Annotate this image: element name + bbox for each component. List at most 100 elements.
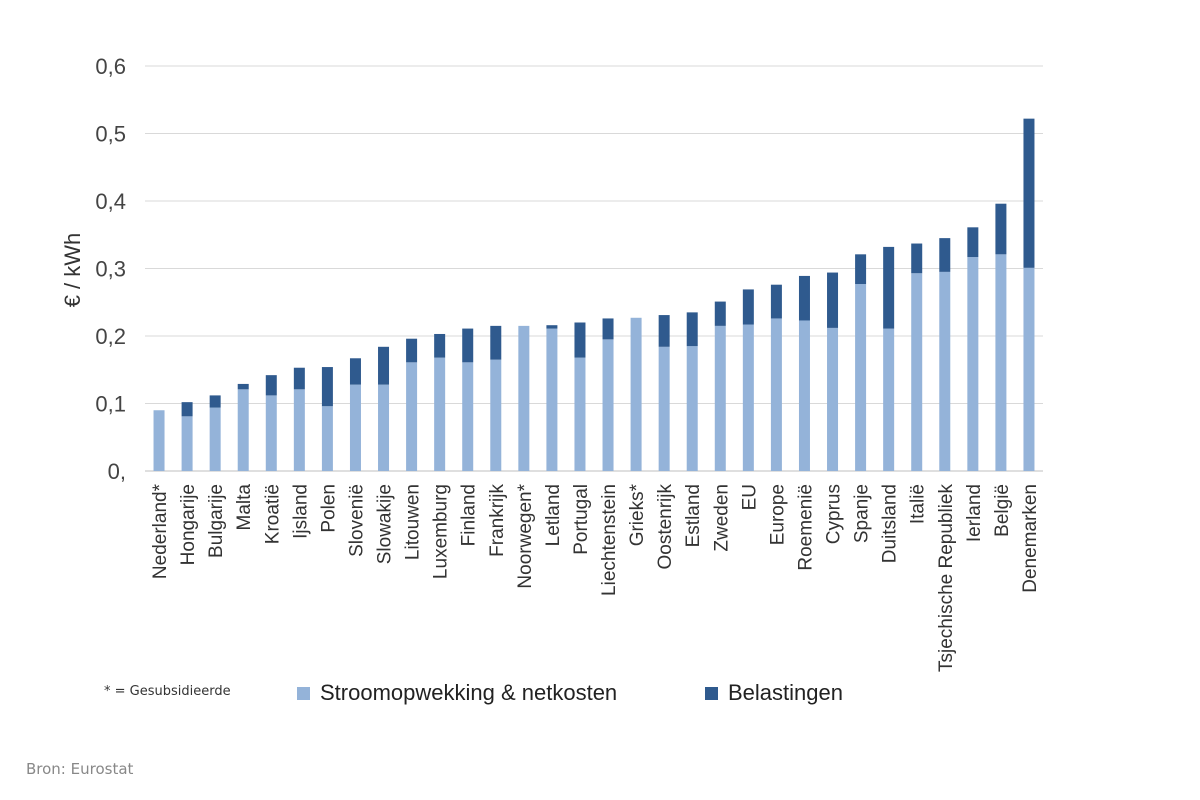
bar-belastingen-27: [911, 243, 923, 274]
bars: [153, 118, 1035, 471]
bar-stroom-22: [770, 318, 782, 471]
bar-belastingen-28: [939, 238, 951, 272]
bar-stroom-4: [265, 395, 277, 471]
bar-belastingen-30: [995, 203, 1007, 255]
x-tick-label: Frankrijk: [487, 484, 508, 557]
legend-item-belastingen: Belastingen: [705, 680, 843, 706]
bar-belastingen-6: [321, 367, 333, 407]
x-tick-label: Zweden: [711, 484, 732, 552]
x-tick-label: Europe: [767, 484, 788, 545]
x-tick-label: Slovenië: [346, 484, 367, 557]
legend-swatch-belastingen: [705, 686, 718, 700]
bar-stroom-23: [798, 320, 810, 471]
bar-belastingen-20: [714, 301, 726, 326]
x-tick-label: Letland: [543, 484, 564, 546]
x-tick-label: Tsjechische Republiek: [936, 484, 957, 672]
bar-belastingen-12: [490, 325, 502, 360]
x-tick-label: Portugal: [571, 484, 592, 555]
bar-belastingen-24: [827, 272, 839, 328]
bar-belastingen-31: [1023, 118, 1035, 268]
y-tick-label: 0,1: [95, 392, 126, 417]
bar-stroom-10: [434, 357, 446, 471]
bar-stroom-20: [714, 325, 726, 471]
bar-belastingen-7: [349, 358, 361, 385]
x-tick-label: Duitsland: [880, 484, 901, 563]
bar-belastingen-18: [658, 315, 670, 347]
x-tick-label: Luxemburg: [431, 484, 452, 579]
x-tick-label: Ijsland: [290, 484, 311, 539]
x-tick-label: Finland: [459, 484, 480, 546]
legend-item-stroom: Stroomopwekking & netkosten: [297, 680, 617, 706]
y-tick-label: 0,3: [95, 257, 126, 282]
bar-belastingen-22: [770, 284, 782, 319]
bar-stroom-14: [546, 328, 558, 471]
x-tick-label: Nederland*: [150, 483, 171, 579]
y-tick-label: 0,2: [95, 324, 126, 349]
gridlines: [145, 65, 1043, 472]
bar-stroom-3: [237, 389, 249, 471]
x-tick-label: EU: [739, 484, 760, 510]
bar-stroom-25: [855, 284, 867, 471]
y-tick-label: 0,: [108, 459, 126, 484]
bar-stroom-30: [995, 254, 1007, 471]
bar-stroom-24: [827, 327, 839, 471]
bar-stroom-19: [686, 346, 698, 471]
x-tick-label: Grieks*: [627, 483, 648, 546]
x-tick-label: België: [992, 484, 1013, 537]
legend-label-stroom: Stroomopwekking & netkosten: [320, 680, 618, 705]
bar-belastingen-11: [462, 328, 474, 363]
footnote: * = Gesubsidieerde: [104, 684, 231, 699]
y-tick-label: 0,6: [95, 54, 126, 79]
bar-stroom-8: [378, 384, 390, 471]
bar-stroom-31: [1023, 267, 1035, 471]
bar-stroom-13: [518, 325, 530, 471]
bar-belastingen-9: [406, 338, 418, 363]
y-tick-label: 0,5: [95, 122, 126, 147]
bar-belastingen-14: [546, 325, 558, 329]
y-axis-label: € / kWh: [60, 233, 85, 308]
bar-stroom-11: [462, 362, 474, 471]
y-axis-ticks: 0, 0,1 0,2 0,3 0,4 0,5 0,6: [95, 54, 126, 484]
x-tick-label: Litouwen: [403, 484, 424, 560]
x-tick-label: Denemarken: [1020, 484, 1041, 593]
x-tick-label: Polen: [318, 484, 339, 533]
x-tick-label: Kroatië: [262, 484, 283, 544]
x-tick-label: Slowakije: [375, 484, 396, 564]
bar-belastingen-26: [883, 246, 895, 329]
legend-swatch-stroom: [297, 686, 310, 700]
bar-belastingen-21: [742, 289, 754, 325]
bar-stroom-21: [742, 324, 754, 471]
source-note: Bron: Eurostat: [26, 760, 134, 778]
x-tick-label: Bulgarije: [206, 484, 227, 558]
bar-stroom-26: [883, 328, 895, 471]
x-tick-label: Malta: [234, 484, 255, 531]
bar-belastingen-5: [293, 367, 305, 390]
bar-stroom-29: [967, 257, 979, 471]
bar-stroom-17: [630, 317, 642, 471]
bar-stroom-7: [349, 384, 361, 471]
bar-stroom-5: [293, 389, 305, 471]
bar-belastingen-15: [574, 322, 586, 358]
bar-stroom-27: [911, 273, 923, 471]
x-axis-labels: Nederland* Hongarije Bulgarije Malta Kroatië…: [150, 483, 1041, 672]
bar-stroom-2: [209, 407, 221, 471]
x-tick-label: Hongarije: [178, 484, 199, 565]
bar-stroom-9: [406, 362, 418, 471]
bar-belastingen-4: [265, 375, 277, 396]
y-tick-label: 0,4: [95, 189, 126, 214]
bar-stroom-6: [321, 406, 333, 471]
bar-stroom-18: [658, 346, 670, 471]
bar-stroom-15: [574, 357, 586, 471]
bar-belastingen-1: [181, 402, 193, 417]
bar-belastingen-16: [602, 318, 614, 340]
bar-belastingen-3: [237, 383, 249, 390]
bar-stroom-16: [602, 339, 614, 471]
x-tick-label: Roemenië: [795, 484, 816, 571]
bar-belastingen-8: [378, 346, 390, 385]
x-tick-label: Cyprus: [824, 484, 845, 544]
x-tick-label: Spanje: [852, 484, 873, 543]
bar-belastingen-29: [967, 227, 979, 258]
bar-belastingen-23: [798, 275, 810, 321]
x-tick-label: Noorwegen*: [515, 483, 536, 588]
x-tick-label: Oostenrijk: [655, 484, 676, 570]
